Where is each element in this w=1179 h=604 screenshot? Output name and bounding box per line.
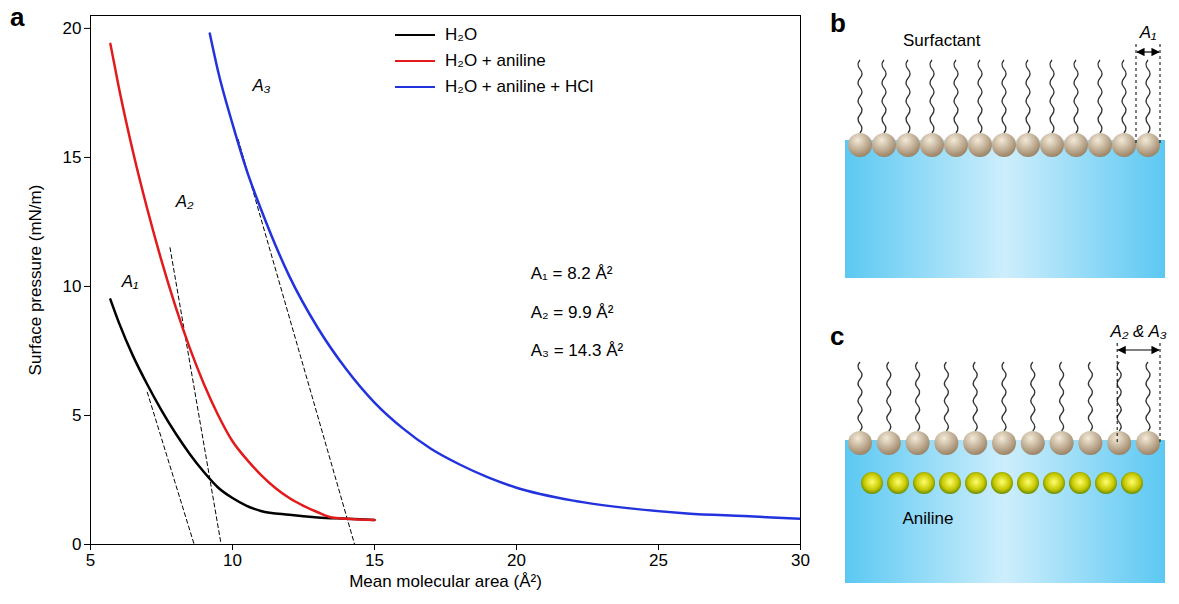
html-text:a: a [10, 2, 25, 32]
svg-text:15: 15 [365, 551, 384, 570]
html-text:H₂O + aniline + HCl: H₂O + aniline + HCl [445, 77, 594, 96]
svg-text:5: 5 [72, 406, 81, 425]
svg-text:25: 25 [649, 551, 668, 570]
svg-text:10: 10 [63, 277, 82, 296]
svg-text:A₃: A₃ [251, 76, 270, 95]
svg-text:Surface pressure (mN/m): Surface pressure (mN/m) [26, 185, 45, 376]
svg-text:Surfactant: Surfactant [903, 31, 981, 50]
svg-text:Mean molecular area (Å²): Mean molecular area (Å²) [349, 572, 542, 591]
svg-text:A₁: A₁ [1139, 23, 1157, 42]
html-text:H₂O + aniline: H₂O + aniline [445, 51, 546, 70]
svg-text:Aniline: Aniline [902, 509, 953, 528]
html-text:H₂O: H₂O [445, 25, 478, 44]
svg-text:20: 20 [63, 19, 82, 38]
svg-text:20: 20 [507, 551, 526, 570]
svg-text:10: 10 [223, 551, 242, 570]
svg-text:A₂: A₂ [175, 192, 194, 211]
svg-text:30: 30 [791, 551, 810, 570]
svg-text:A₂ = 9.9 Å²: A₂ = 9.9 Å² [531, 303, 614, 322]
svg-text:A₁: A₁ [121, 272, 139, 291]
svg-text:A₂ & A₃: A₂ & A₃ [1110, 322, 1167, 341]
svg-text:A₃ = 14.3 Å²: A₃ = 14.3 Å² [531, 341, 624, 360]
svg-text:15: 15 [63, 148, 82, 167]
svg-text:5: 5 [86, 551, 95, 570]
svg-text:A₁ = 8.2 Å²: A₁ = 8.2 Å² [531, 264, 613, 283]
svg-text:c: c [830, 321, 844, 351]
svg-text:b: b [830, 8, 846, 38]
svg-text:0: 0 [72, 535, 81, 554]
